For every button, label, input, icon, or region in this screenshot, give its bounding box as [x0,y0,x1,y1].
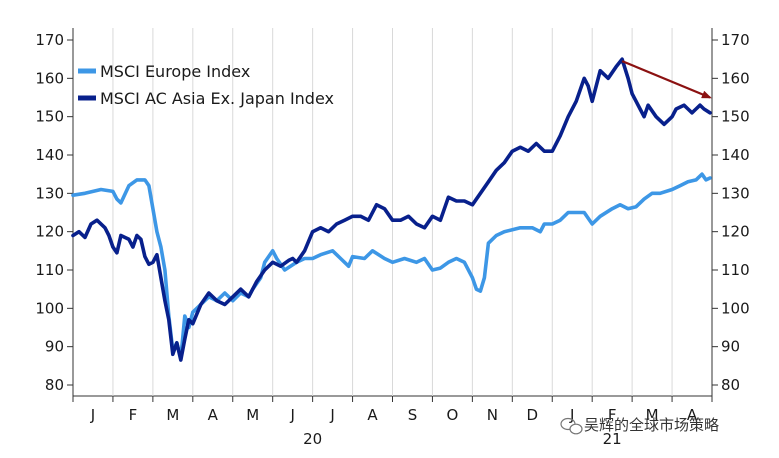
y-tick-label-right: 120 [721,223,750,241]
legend-label-asia: MSCI AC Asia Ex. Japan Index [100,89,334,108]
x-tick-label-month: A [208,406,219,424]
y-tick-label-right: 80 [721,376,740,394]
y-axis-left: 80 90 100 110 120 130 140 150 160 170 [35,31,73,394]
y-tick-label-right: 130 [721,184,750,202]
y-tick-label-left: 160 [35,69,64,87]
annotations [621,60,712,99]
x-tick-label-month: M [646,406,659,424]
x-tick-label-month: N [487,406,498,424]
series-lines [71,57,712,362]
y-axis-right: 80 90 100 110 120 130 140 150 160 170 [712,31,750,394]
x-axis: J F M A M J J A S O N D J F M A 20 21 [72,396,713,448]
y-tick-label-right: 170 [721,31,750,49]
y-tick-label-right: 140 [721,146,750,164]
x-tick-label-year: 21 [603,430,622,448]
y-tick-label-right: 90 [721,338,740,356]
x-tick-label-year: 20 [303,430,322,448]
wechat-icon [560,417,583,435]
y-tick-label-left: 110 [35,261,64,279]
y-tick-label-right: 100 [721,299,750,317]
series-line-europe [71,172,712,360]
y-tick-label-left: 170 [35,31,64,49]
x-tick-label-month: F [129,406,138,424]
x-tick-label-month: F [608,406,617,424]
legend-label-europe: MSCI Europe Index [100,62,250,81]
x-tick-label-month: M [166,406,179,424]
trend-arrow [621,60,712,99]
x-tick-label-month: J [90,406,95,424]
y-tick-label-right: 160 [721,69,750,87]
y-tick-label-left: 90 [45,338,64,356]
x-tick-label-month: O [447,406,459,424]
watermark-text: 吴辉的全球市场策略 [584,416,719,434]
x-tick-label-month: J [569,406,574,424]
y-tick-label-left: 150 [35,108,64,126]
x-tick-label-month: J [329,406,334,424]
x-tick-label-month: M [246,406,259,424]
y-tick-label-right: 150 [721,108,750,126]
vertical-gridlines [112,28,673,396]
y-tick-label-left: 140 [35,146,64,164]
y-tick-label-left: 80 [45,376,64,394]
x-tick-label-month: J [289,406,294,424]
x-tick-label-month: S [408,406,418,424]
series-line-asia [71,57,712,362]
x-tick-label-month: A [367,406,378,424]
y-tick-label-right: 110 [721,261,750,279]
x-tick-label-month: A [687,406,698,424]
watermark: 吴辉的全球市场策略 [560,416,719,435]
y-tick-label-left: 100 [35,299,64,317]
legend: MSCI Europe Index MSCI AC Asia Ex. Japan… [78,62,334,108]
y-tick-label-left: 130 [35,184,64,202]
y-tick-label-left: 120 [35,223,64,241]
x-tick-label-month: D [527,406,539,424]
